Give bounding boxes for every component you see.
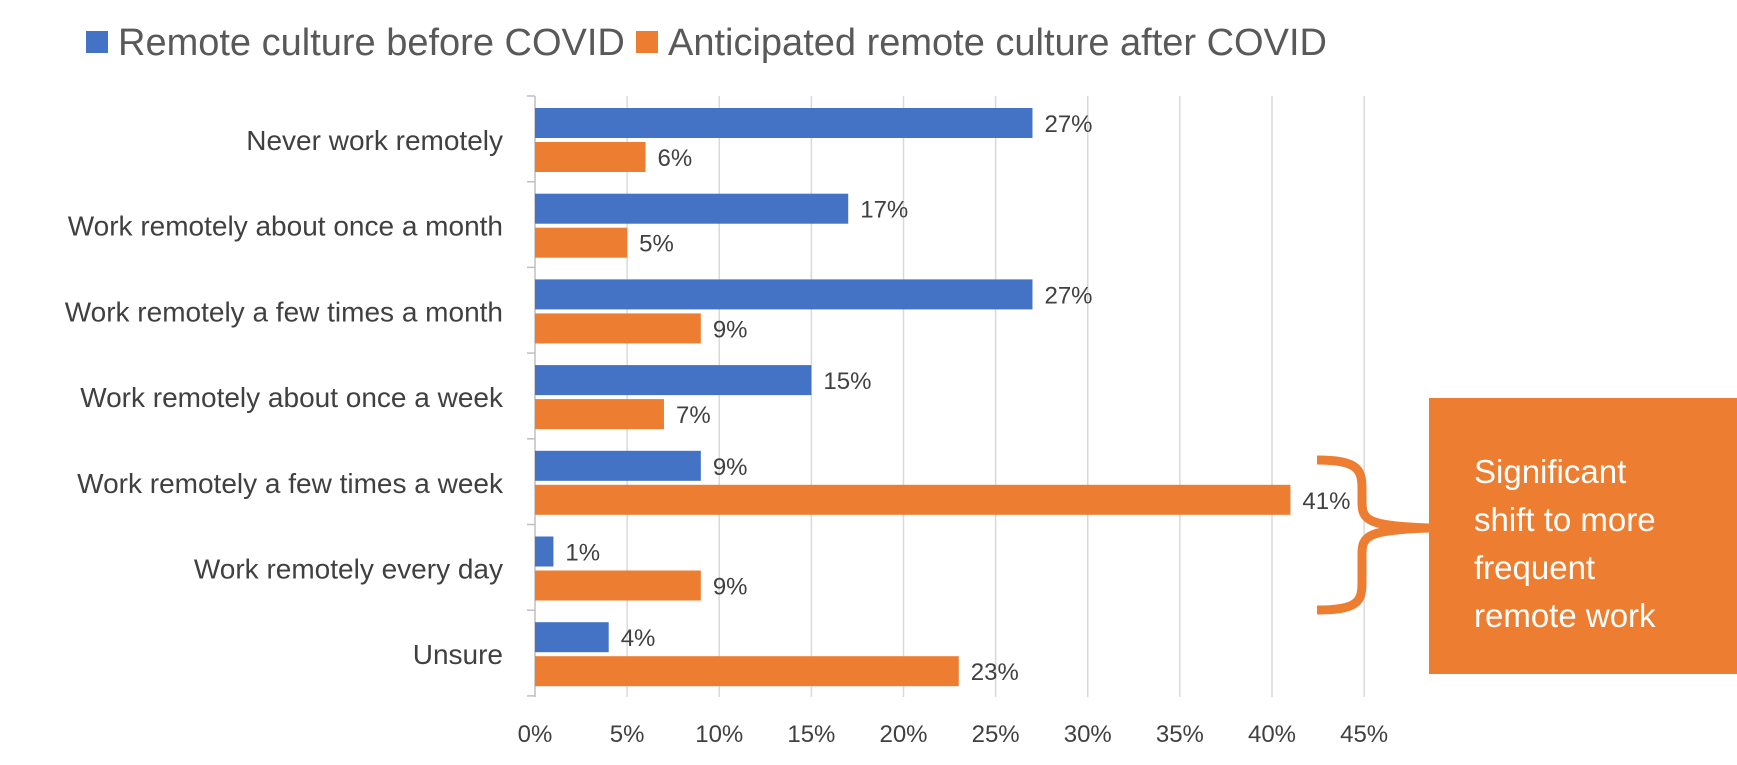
data-label-s1-2: 17% <box>860 197 908 224</box>
annotation-brace <box>1316 455 1430 615</box>
data-label-s1-7: 4% <box>621 625 656 652</box>
x-tick-label: 25% <box>972 721 1020 748</box>
category-label: Work remotely a few times a week <box>77 468 504 499</box>
bar-s2-6 <box>535 570 701 601</box>
category-labels: Never work remotely Work remotely about o… <box>65 125 504 670</box>
annotation-callout: Significant shift to more frequent remote w… <box>1429 398 1737 674</box>
annotation-line: shift to more <box>1474 501 1656 538</box>
category-label: Never work remotely <box>246 125 503 156</box>
x-tick-label: 5% <box>610 721 645 748</box>
bar-s2-5 <box>535 484 1291 515</box>
data-label-s2-4: 7% <box>676 402 711 429</box>
x-tick-label: 40% <box>1248 721 1296 748</box>
data-label-s1-1: 27% <box>1044 111 1092 138</box>
bar-s1-7 <box>535 622 609 653</box>
bar-s1-6 <box>535 536 554 567</box>
bar-s1-5 <box>535 450 701 481</box>
legend: Remote culture before COVID Anticipated r… <box>86 22 1327 64</box>
bar-s2-2 <box>535 227 628 258</box>
bar-s2-7 <box>535 656 959 687</box>
gridlines <box>527 95 1365 697</box>
category-label: Unsure <box>413 639 503 670</box>
legend-swatch-1 <box>86 31 108 53</box>
x-axis-ticks: 0% 5% 10% 15% 20% 25% 30% 35% 40% 45% <box>518 721 1388 748</box>
bar-s1-3 <box>535 279 1033 310</box>
x-tick-label: 35% <box>1156 721 1204 748</box>
x-tick-label: 10% <box>695 721 743 748</box>
data-label-s1-4: 15% <box>823 368 871 395</box>
x-tick-label: 30% <box>1064 721 1112 748</box>
annotation-line: frequent <box>1474 549 1596 586</box>
bar-s1-2 <box>535 193 849 224</box>
data-label-s2-3: 9% <box>713 316 748 343</box>
bar-s1-4 <box>535 365 812 396</box>
data-label-s1-3: 27% <box>1044 282 1092 309</box>
legend-label-1: Remote culture before COVID <box>118 22 625 64</box>
annotation-text: Significant shift to more frequent remote w… <box>1474 448 1717 640</box>
bar-s2-4 <box>535 399 664 430</box>
bar-s2-3 <box>535 313 701 344</box>
data-label-s2-7: 23% <box>971 659 1019 686</box>
data-label-s1-5: 9% <box>713 454 748 481</box>
bar-s1-1 <box>535 108 1033 138</box>
bar-s2-1 <box>535 142 646 172</box>
data-labels: 27%6%17%5%27%9%15%7%9%41%1%9%4%23% <box>565 111 1350 686</box>
annotation-line: Significant <box>1474 453 1627 490</box>
data-label-s1-6: 1% <box>565 540 600 567</box>
x-tick-label: 45% <box>1340 721 1388 748</box>
category-label: Work remotely about once a week <box>80 382 504 413</box>
data-label-s2-1: 6% <box>658 145 693 172</box>
x-tick-label: 20% <box>879 721 927 748</box>
category-label: Work remotely every day <box>194 554 503 585</box>
legend-label-2: Anticipated remote culture after COVID <box>668 22 1327 64</box>
category-label: Work remotely a few times a month <box>65 296 503 327</box>
x-tick-label: 0% <box>518 721 553 748</box>
x-tick-label: 15% <box>787 721 835 748</box>
data-label-s2-5: 41% <box>1302 488 1350 515</box>
annotation-line: remote work <box>1474 597 1656 634</box>
data-label-s2-2: 5% <box>639 231 674 258</box>
bars <box>535 108 1291 687</box>
category-label: Work remotely about once a month <box>68 211 503 242</box>
legend-swatch-2 <box>636 31 658 53</box>
data-label-s2-6: 9% <box>713 574 748 601</box>
